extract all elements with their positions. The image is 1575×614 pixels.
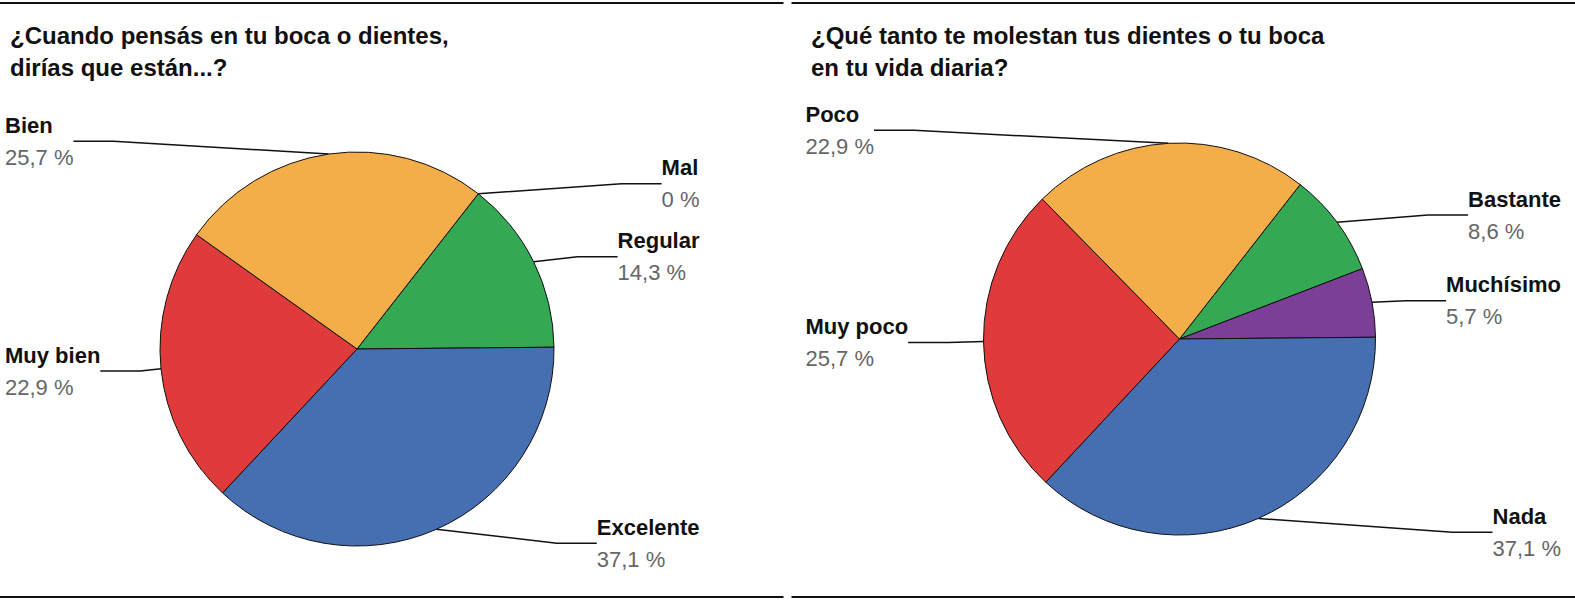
svg-text:Excelente: Excelente [597,515,700,540]
svg-text:¿Qué tanto te molestan tus die: ¿Qué tanto te molestan tus dientes o tu … [811,22,1325,49]
svg-text:25,7 %: 25,7 % [806,346,875,371]
svg-text:Muchísimo: Muchísimo [1446,272,1561,297]
svg-text:Mal: Mal [662,155,699,180]
svg-text:Bastante: Bastante [1468,187,1561,212]
svg-text:Muy bien: Muy bien [5,343,100,368]
svg-text:dirías que están...?: dirías que están...? [10,54,227,81]
svg-text:22,9 %: 22,9 % [5,375,74,400]
svg-text:Nada: Nada [1493,504,1548,529]
svg-text:14,3 %: 14,3 % [618,260,687,285]
svg-text:Bien: Bien [5,113,53,138]
svg-text:en tu vida diaria?: en tu vida diaria? [811,54,1008,81]
svg-text:22,9 %: 22,9 % [806,134,875,159]
svg-text:Poco: Poco [806,102,860,127]
svg-text:25,7 %: 25,7 % [5,145,74,170]
svg-text:Regular: Regular [618,228,700,253]
svg-text:37,1 %: 37,1 % [597,547,666,572]
svg-text:5,7 %: 5,7 % [1446,304,1502,329]
svg-text:Muy poco: Muy poco [806,314,909,339]
svg-text:8,6 %: 8,6 % [1468,219,1524,244]
svg-text:¿Cuando pensás en tu boca o di: ¿Cuando pensás en tu boca o dientes, [10,22,449,49]
svg-text:0 %: 0 % [662,187,700,212]
svg-text:37,1 %: 37,1 % [1493,536,1562,561]
